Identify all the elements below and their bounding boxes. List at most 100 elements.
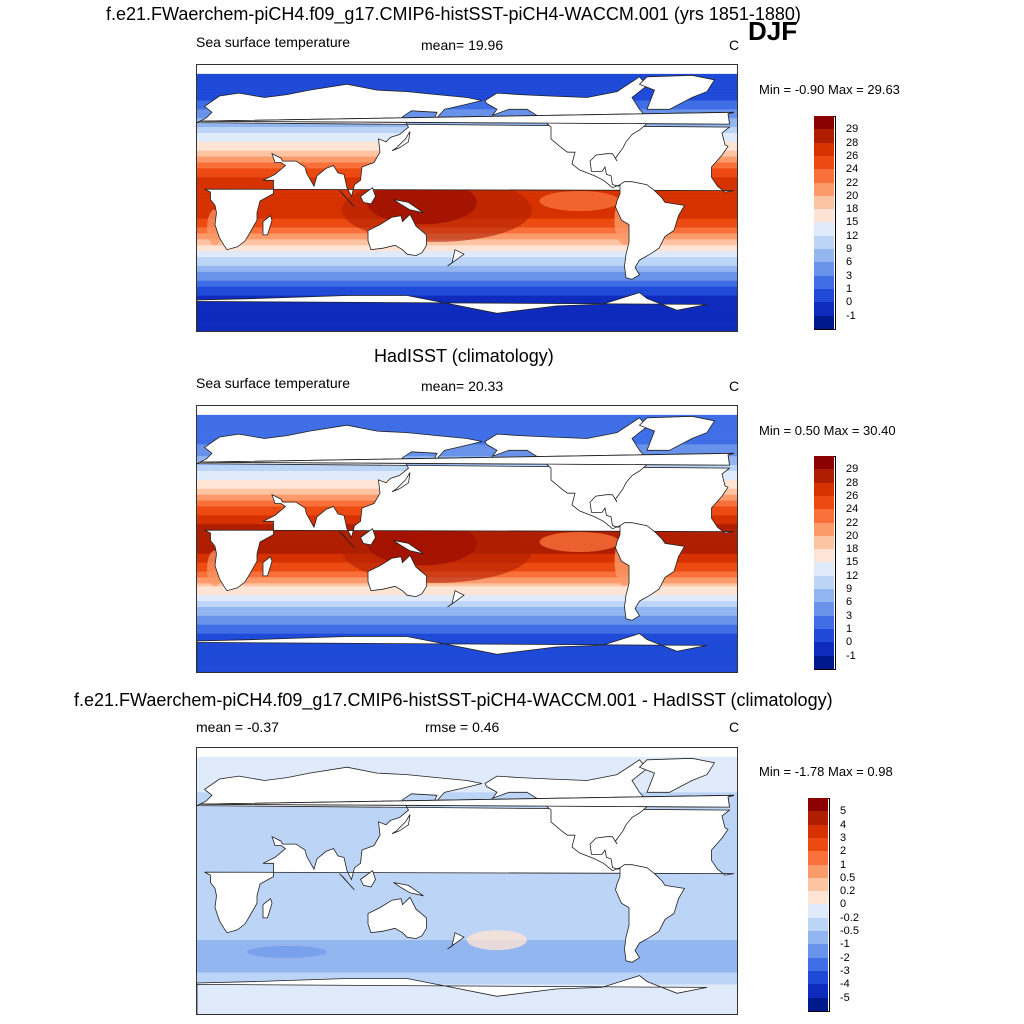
antarctica-land: [197, 633, 708, 672]
ocean-band: [197, 913, 737, 917]
ocean-band: [197, 612, 737, 617]
colorbar-tick-label: 0: [840, 898, 847, 911]
ocean-band: [197, 432, 737, 436]
uk-east-land: [199, 111, 735, 125]
panel2-title: HadISST (climatology): [374, 346, 554, 366]
colorbar-tick-label: 29: [846, 463, 859, 476]
colorbar-swatch: [814, 509, 834, 523]
ocean-band: [197, 904, 737, 908]
ocean-band: [197, 322, 737, 326]
colorbar-swatch: [814, 469, 834, 484]
colorbar-tick-label: 24: [846, 503, 859, 516]
borneo-land: [359, 187, 376, 205]
season-label: DJF: [748, 16, 798, 46]
ocean-band: [197, 910, 737, 914]
ocean-band: [197, 916, 737, 920]
panel3-minmax: Min = -1.78 Max = 0.98: [759, 764, 893, 779]
ocean-band: [197, 875, 737, 879]
ocean-band: [197, 883, 737, 888]
ocean-band: [197, 934, 737, 938]
ocean-band: [197, 316, 737, 320]
ocean-band: [197, 881, 737, 885]
greenland-land: [638, 757, 716, 793]
colorbar-swatch: [814, 535, 834, 550]
ocean-band: [197, 423, 737, 427]
indonesia-land: [339, 531, 355, 549]
ocean-band: [197, 901, 737, 905]
colorbar-tick-label: 6: [846, 596, 853, 609]
ocean-band: [197, 789, 737, 793]
colorbar-tick-label: 0: [846, 636, 853, 649]
ocean-band: [197, 328, 737, 331]
colorbar-tick-label: 20: [846, 529, 859, 542]
south-america-land: [615, 181, 686, 280]
ocean-band: [197, 657, 737, 661]
ocean-band: [197, 922, 737, 926]
southern-ocean-anomaly: [247, 945, 327, 958]
antarctica-land: [197, 975, 708, 1014]
ocean-band: [197, 892, 737, 897]
colorbar-swatch: [808, 864, 828, 879]
map-svg: [197, 65, 737, 331]
ocean-band: [197, 951, 737, 956]
ocean-band: [197, 666, 737, 670]
colorbar-tick-label: 22: [846, 516, 859, 529]
colorbar-swatch: [814, 129, 834, 144]
ocean-band: [197, 957, 737, 962]
colorbar-swatch: [814, 628, 834, 643]
ocean-band: [197, 615, 737, 620]
ocean-band: [197, 792, 737, 796]
newguinea-land: [393, 882, 424, 897]
ocean-band: [197, 975, 737, 979]
ocean-band: [197, 271, 737, 276]
ocean-band: [197, 274, 737, 279]
spac-anomaly: [467, 930, 527, 951]
colorbar-swatch: [808, 824, 828, 839]
madagascar-land: [262, 898, 273, 919]
ocean-band: [197, 621, 737, 626]
colorbar-swatch: [814, 142, 834, 157]
colorbar-swatch: [808, 957, 828, 972]
colorbar-swatch: [808, 877, 828, 892]
colorbar-tick-label: 5: [840, 805, 847, 818]
madagascar-land: [262, 556, 273, 577]
ocean-band: [197, 242, 737, 246]
ocean-band: [197, 245, 737, 249]
colorbar-tick-label: 18: [846, 543, 859, 556]
colorbar-tick-label: -2: [840, 951, 850, 964]
south-america-land: [615, 864, 686, 963]
japan-land: [391, 814, 411, 835]
colorbar-swatch: [814, 602, 834, 617]
north-america-land: [484, 759, 651, 872]
newzealand-land: [447, 249, 465, 267]
colorbar-swatch: [808, 837, 828, 852]
ocean-band: [197, 592, 737, 596]
colorbar-swatch: [808, 798, 828, 812]
ocean-band: [197, 943, 737, 947]
ocean-band: [197, 112, 737, 116]
ocean-band: [197, 777, 737, 781]
colorbar-tick-label: -1: [846, 309, 856, 322]
panel3-title: f.e21.FWaerchem-piCH4.f09_g17.CMIP6-hist…: [74, 690, 833, 710]
colorbar-tick-label: -4: [840, 978, 850, 991]
ocean-band: [197, 426, 737, 430]
ocean-band: [197, 898, 737, 902]
newzealand-land: [447, 932, 465, 950]
ocean-band: [197, 771, 737, 775]
colorbar-swatch: [808, 851, 828, 865]
australia-land: [367, 213, 427, 257]
arctic-mask: [197, 65, 737, 74]
ocean-band: [197, 765, 737, 769]
antarctica-land: [197, 292, 708, 331]
arctic-mask: [197, 406, 737, 415]
colorbar-swatch: [814, 549, 834, 563]
colorbar-swatch: [814, 302, 834, 316]
colorbar-tick-label: 29: [846, 123, 859, 136]
ocean-band: [197, 981, 737, 985]
colorbar-swatch: [814, 249, 834, 263]
ocean-band: [197, 307, 737, 311]
colorbar-tick-label: 28: [846, 476, 859, 489]
ocean-band: [197, 1011, 737, 1014]
ocean-band: [197, 759, 737, 764]
ocean-band: [197, 604, 737, 608]
